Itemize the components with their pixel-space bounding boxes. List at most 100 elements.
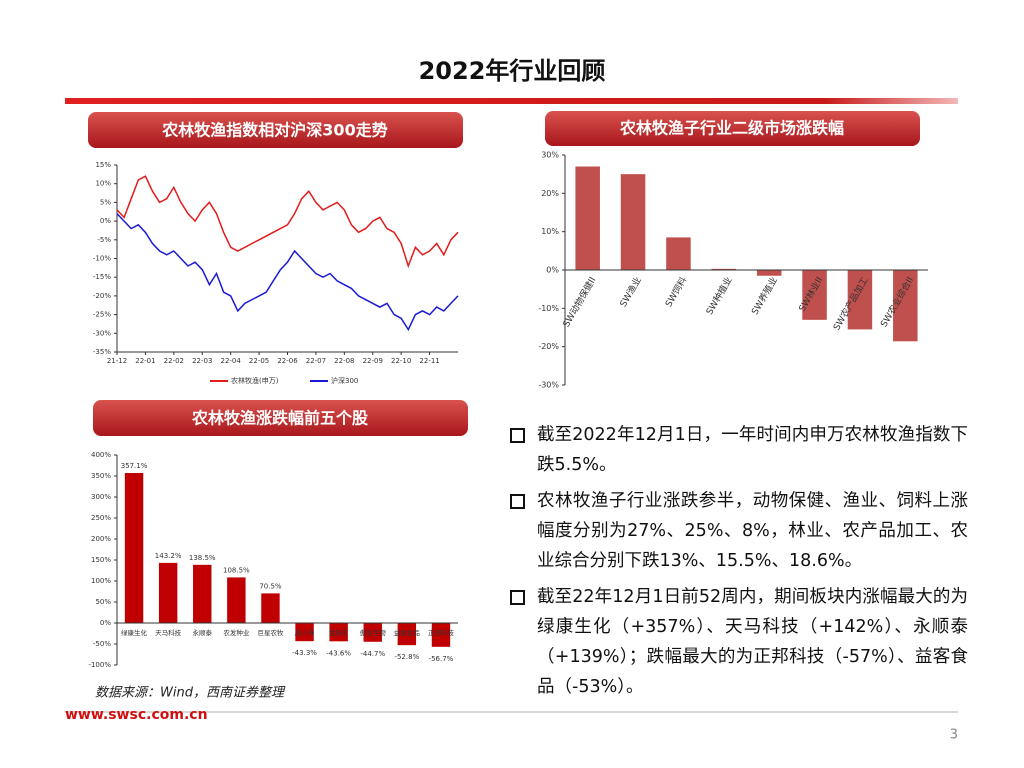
bullet-list: 截至2022年12月1日，一年时间内申万农林牧渔指数下跌5.5%。农林牧渔子行业… xyxy=(510,420,968,708)
x-tick-label: 绿康生化 xyxy=(121,628,148,637)
x-tick-label: 22-04 xyxy=(220,357,241,365)
bar xyxy=(295,623,314,642)
panel-header xyxy=(93,400,468,436)
bar xyxy=(756,270,782,276)
x-tick-label: SW种植业 xyxy=(703,275,734,317)
bullet: 农林牧渔子行业涨跌参半，动物保健、渔业、饲料上涨幅度分别为27%、25%、8%，… xyxy=(510,486,968,576)
y-tick-label: -10% xyxy=(538,304,559,313)
x-tick-label: 22-07 xyxy=(306,357,326,365)
bullet-icon xyxy=(510,494,525,509)
y-tick-label: 0% xyxy=(100,217,111,225)
y-tick-label: 0% xyxy=(100,619,111,627)
bullet-text: 截至22年12月1日前52周内，期间板块内涨幅最大的为绿康生化（+357%）、天… xyxy=(537,587,968,697)
bar xyxy=(575,166,600,270)
value-label: 138.5% xyxy=(189,554,216,562)
x-tick-label: 金新农 xyxy=(329,628,349,637)
bar xyxy=(158,562,178,623)
x-tick-label: 21-12 xyxy=(107,357,127,365)
bar xyxy=(620,174,646,270)
x-tick-label: 22-09 xyxy=(363,357,383,365)
bar xyxy=(802,270,827,320)
y-tick-label: -10% xyxy=(93,255,111,263)
source-note: 数据来源：Wind，西南证券整理 xyxy=(95,686,286,701)
y-tick-label: 150% xyxy=(91,556,111,564)
bullet: 截至22年12月1日前52周内，期间板块内涨幅最大的为绿康生化（+357%）、天… xyxy=(510,582,968,702)
value-label: -52.8% xyxy=(394,653,419,661)
series-line xyxy=(116,213,459,332)
series-line xyxy=(116,175,459,269)
bar xyxy=(193,564,212,623)
y-tick-label: -100% xyxy=(88,661,111,669)
y-tick-label: 300% xyxy=(91,493,111,501)
x-tick-label: 唐人神 xyxy=(295,628,315,637)
x-tick-label: 22-05 xyxy=(249,357,269,365)
page-number: 3 xyxy=(950,728,958,743)
bar xyxy=(329,623,348,642)
y-tick-label: -35% xyxy=(93,348,111,356)
bar xyxy=(261,593,280,623)
value-label: 357.1% xyxy=(121,462,148,470)
x-tick-label: SW渔业 xyxy=(618,275,644,309)
x-tick-label: 22-11 xyxy=(419,357,439,365)
value-label: 143.2% xyxy=(155,552,182,560)
panel-header xyxy=(88,112,463,148)
bar xyxy=(227,577,246,623)
bullet-icon xyxy=(510,428,525,443)
value-label: -56.7% xyxy=(429,655,454,663)
panel-header-text: 农林牧渔子行业二级市场涨跌幅 xyxy=(619,119,844,138)
y-tick-label: 0% xyxy=(546,266,559,275)
x-tick-label: SW饲料 xyxy=(662,275,689,309)
bar xyxy=(893,270,918,342)
y-tick-label: 5% xyxy=(100,198,111,206)
x-tick-label: 永顺泰 xyxy=(193,628,213,637)
x-tick-label: SW动物保健II xyxy=(560,275,598,329)
value-label: -44.7% xyxy=(360,650,385,658)
title-rule xyxy=(65,98,958,104)
y-tick-label: -30% xyxy=(93,329,111,337)
x-tick-label: 农发种业 xyxy=(223,628,250,637)
y-tick-label: 400% xyxy=(91,451,111,459)
bar xyxy=(666,237,691,270)
y-tick-label: 100% xyxy=(91,577,111,585)
x-tick-label: 正邦科技 xyxy=(428,628,455,637)
legend-label: 沪深300 xyxy=(331,376,358,385)
panel-header xyxy=(545,111,920,146)
bar xyxy=(124,473,144,623)
y-tick-label: -15% xyxy=(93,273,111,281)
x-tick-label: 巨星农牧 xyxy=(257,628,284,637)
bar xyxy=(847,270,873,330)
y-tick-label: -20% xyxy=(93,292,111,300)
value-label: 108.5% xyxy=(223,566,250,574)
bullet-text: 农林牧渔子行业涨跌参半，动物保健、渔业、饲料上涨幅度分别为27%、25%、8%，… xyxy=(537,491,968,571)
x-tick-label: 傲农生物 xyxy=(360,628,387,637)
value-label: -43.3% xyxy=(292,649,317,657)
legend-label: 农林牧渔(申万) xyxy=(231,376,279,385)
x-tick-label: SW养殖业 xyxy=(749,275,780,317)
value-label: 70.5% xyxy=(259,582,282,590)
bar xyxy=(363,623,382,642)
x-tick-label: 22-02 xyxy=(164,357,184,365)
y-tick-label: -5% xyxy=(97,236,111,244)
panel-header-text: 农林牧渔指数相对沪深300走势 xyxy=(161,121,387,140)
x-tick-label: 22-10 xyxy=(391,357,411,365)
y-tick-label: 10% xyxy=(541,227,559,236)
bar xyxy=(711,268,737,270)
y-tick-label: 15% xyxy=(95,161,111,169)
bullet-text: 截至2022年12月1日，一年时间内申万农林牧渔指数下跌5.5%。 xyxy=(537,425,968,475)
x-tick-label: 益客食品 xyxy=(394,628,420,637)
bar xyxy=(397,623,417,646)
y-tick-label: -50% xyxy=(93,640,111,648)
x-tick-label: 天马科技 xyxy=(155,628,182,637)
y-tick-label: 350% xyxy=(91,472,111,480)
bullet: 截至2022年12月1日，一年时间内申万农林牧渔指数下跌5.5%。 xyxy=(510,420,968,480)
x-tick-label: 22-08 xyxy=(334,357,354,365)
y-tick-label: 10% xyxy=(95,180,111,188)
panel-header-text: 农林牧渔涨跌幅前五个股 xyxy=(191,409,369,428)
bar xyxy=(431,623,451,647)
footer-url: www.swsc.com.cn xyxy=(65,707,208,723)
y-tick-label: -25% xyxy=(93,311,111,319)
x-tick-label: 22-06 xyxy=(277,357,298,365)
bullet-icon xyxy=(510,590,525,605)
